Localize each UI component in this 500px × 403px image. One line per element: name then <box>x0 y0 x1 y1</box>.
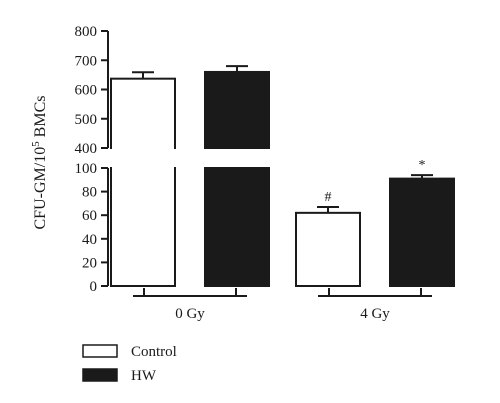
y-tick-label: 80 <box>82 185 97 201</box>
significance-marker: * <box>419 158 426 173</box>
legend-label-control: Control <box>131 344 177 360</box>
bar-hw-0-lower <box>204 167 270 287</box>
y-tick-label: 0 <box>90 279 98 295</box>
legend-swatch-control <box>82 344 118 358</box>
x-group-label: 4 Gy <box>360 306 390 322</box>
x-group-label: 0 Gy <box>175 306 205 322</box>
bar-hw-1 <box>389 177 455 287</box>
bar-control-0-upper <box>110 77 176 149</box>
bar-control-0-lower <box>110 167 176 287</box>
bar-hw-0-upper <box>204 70 270 149</box>
y-tick-label: 800 <box>75 24 98 40</box>
bars: #* <box>110 65 455 287</box>
y-tick-label: 20 <box>82 255 97 271</box>
bar-control-1 <box>295 211 361 287</box>
y-tick-label: 600 <box>75 83 98 99</box>
legend-swatch-hw <box>82 368 118 382</box>
y-tick-label: 60 <box>82 208 97 224</box>
legend: Control HW <box>82 344 177 384</box>
y-tick-label: 100 <box>75 161 98 177</box>
legend-label-hw: HW <box>131 368 157 384</box>
x-axis-groups: 0 Gy 4 Gy <box>133 288 432 322</box>
y-tick-label: 40 <box>82 232 97 248</box>
y-axis: 400 500 600 700 800 0 20 40 60 80 100 CFU-GM/105 BM… <box>30 24 109 295</box>
significance-marker: # <box>325 190 332 205</box>
y-axis-title: CFU-GM/105 BMCs <box>30 96 49 230</box>
y-tick-label: 700 <box>75 53 98 69</box>
y-tick-label: 400 <box>75 141 98 157</box>
y-tick-label: 500 <box>75 112 98 128</box>
